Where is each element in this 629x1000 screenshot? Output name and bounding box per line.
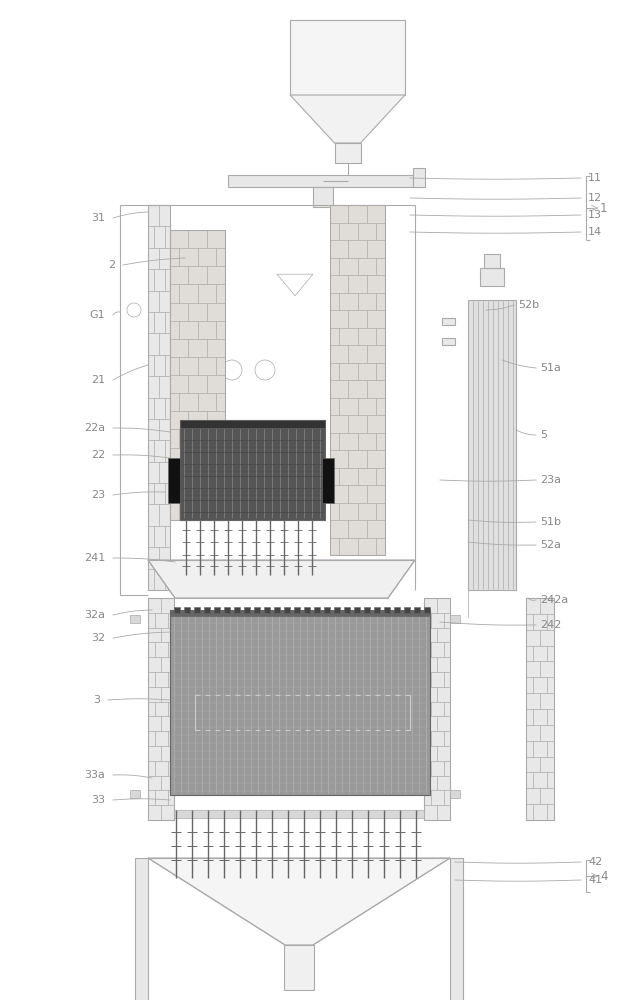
- Text: G1: G1: [89, 310, 105, 320]
- Bar: [244, 607, 250, 613]
- Text: 2: 2: [108, 260, 115, 270]
- Bar: [294, 607, 300, 613]
- Bar: [442, 338, 455, 345]
- Text: 32a: 32a: [84, 610, 105, 620]
- Text: 51a: 51a: [540, 363, 561, 373]
- Bar: [384, 607, 390, 613]
- Text: 241: 241: [84, 553, 105, 563]
- Bar: [184, 607, 190, 613]
- Bar: [254, 607, 260, 613]
- Bar: [450, 615, 460, 623]
- Bar: [290, 20, 405, 95]
- Bar: [174, 810, 424, 818]
- Bar: [414, 607, 420, 613]
- Text: 5: 5: [540, 430, 547, 440]
- Bar: [344, 607, 350, 613]
- Bar: [324, 607, 330, 613]
- Bar: [450, 858, 463, 1000]
- Bar: [214, 607, 220, 613]
- Bar: [224, 607, 230, 613]
- Text: 11: 11: [588, 173, 602, 183]
- Bar: [170, 575, 393, 583]
- Bar: [170, 230, 225, 520]
- Bar: [228, 175, 423, 187]
- Bar: [354, 607, 360, 613]
- Bar: [330, 205, 385, 555]
- Bar: [313, 187, 333, 207]
- Bar: [394, 607, 400, 613]
- Bar: [442, 318, 455, 325]
- Bar: [264, 607, 270, 613]
- Text: 21: 21: [91, 375, 105, 385]
- Text: 22: 22: [91, 450, 105, 460]
- Bar: [424, 607, 430, 613]
- Bar: [274, 607, 280, 613]
- Bar: [148, 205, 170, 590]
- Bar: [180, 420, 325, 520]
- Bar: [284, 945, 314, 990]
- Text: 33a: 33a: [84, 770, 105, 780]
- Text: 242: 242: [540, 620, 561, 630]
- Text: 51b: 51b: [540, 517, 561, 527]
- Bar: [314, 607, 320, 613]
- Bar: [304, 607, 310, 613]
- Text: 1: 1: [600, 202, 608, 215]
- Bar: [450, 790, 460, 798]
- Bar: [174, 607, 180, 613]
- Text: 242a: 242a: [540, 595, 568, 605]
- Bar: [480, 268, 504, 286]
- Text: 4: 4: [600, 869, 608, 882]
- Text: 52b: 52b: [518, 300, 539, 310]
- Bar: [148, 598, 174, 820]
- Bar: [170, 610, 430, 795]
- Text: 31: 31: [91, 213, 105, 223]
- Bar: [130, 615, 140, 623]
- Bar: [413, 168, 425, 187]
- Polygon shape: [290, 95, 405, 143]
- Polygon shape: [148, 560, 415, 598]
- Text: 42: 42: [588, 857, 602, 867]
- Polygon shape: [148, 858, 450, 945]
- Bar: [204, 607, 210, 613]
- Bar: [404, 607, 410, 613]
- Bar: [484, 254, 500, 268]
- Text: 32: 32: [91, 633, 105, 643]
- Bar: [322, 458, 334, 503]
- Text: 52a: 52a: [540, 540, 561, 550]
- Bar: [526, 598, 554, 820]
- Text: 12: 12: [588, 193, 602, 203]
- Bar: [335, 143, 360, 163]
- Text: 13: 13: [588, 210, 602, 220]
- Bar: [334, 607, 340, 613]
- Bar: [284, 607, 290, 613]
- Bar: [194, 607, 200, 613]
- Bar: [170, 610, 430, 616]
- Bar: [374, 607, 380, 613]
- Bar: [468, 300, 516, 590]
- Text: 14: 14: [588, 227, 602, 237]
- Bar: [364, 607, 370, 613]
- Bar: [168, 458, 180, 503]
- Bar: [130, 790, 140, 798]
- Bar: [180, 420, 325, 428]
- Bar: [234, 607, 240, 613]
- Bar: [424, 598, 450, 820]
- Text: 23a: 23a: [540, 475, 561, 485]
- Text: 23: 23: [91, 490, 105, 500]
- Text: 22a: 22a: [84, 423, 105, 433]
- Text: 3: 3: [93, 695, 100, 705]
- Text: 33: 33: [91, 795, 105, 805]
- Bar: [135, 858, 148, 1000]
- Text: 41: 41: [588, 875, 602, 885]
